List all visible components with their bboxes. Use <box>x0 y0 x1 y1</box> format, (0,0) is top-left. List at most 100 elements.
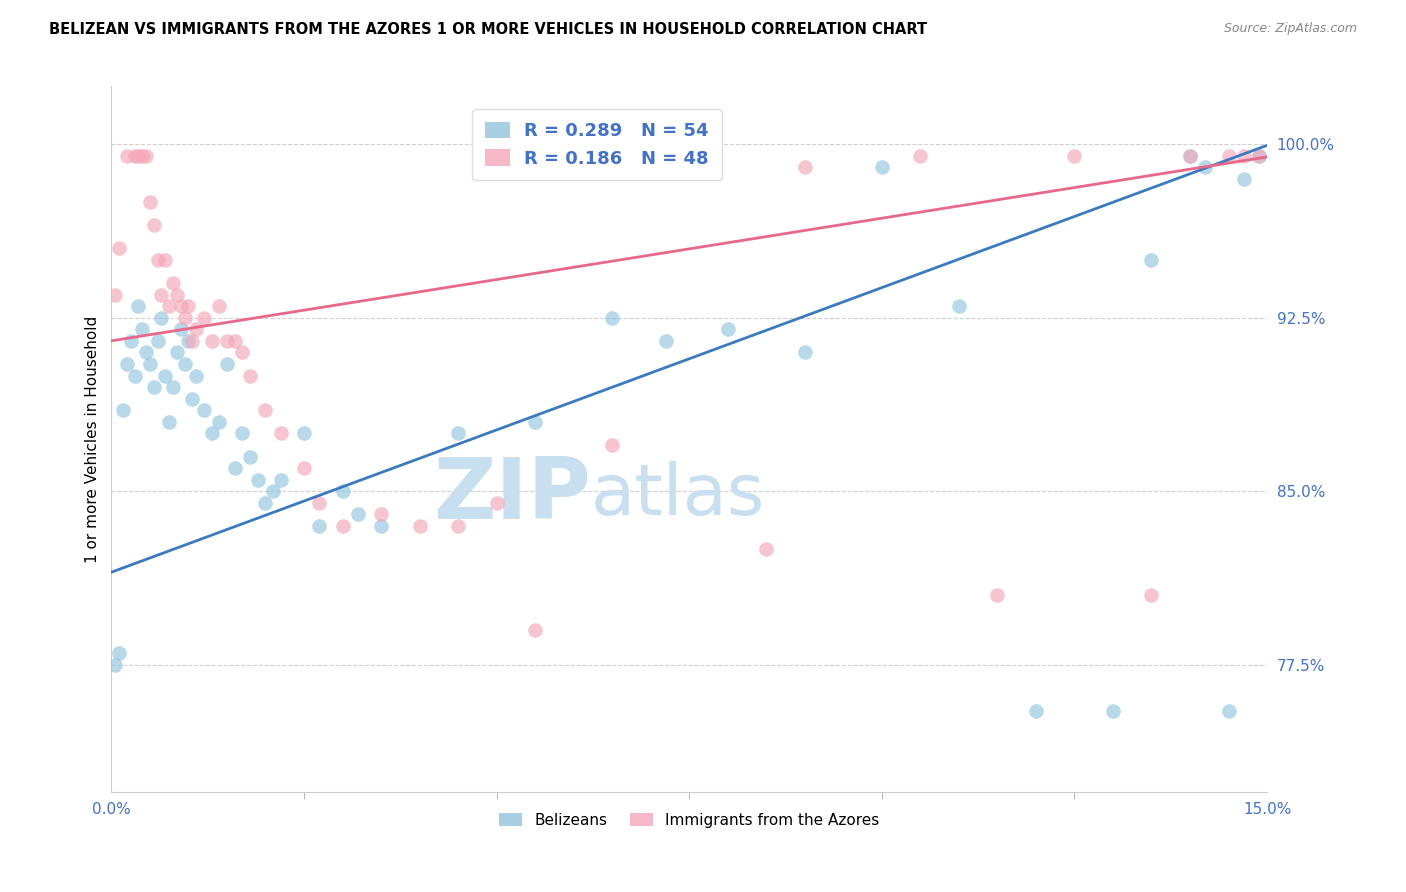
Point <box>254 496 277 510</box>
Point <box>1218 149 1240 163</box>
Text: BELIZEAN VS IMMIGRANTS FROM THE AZORES 1 OR MORE VEHICLES IN HOUSEHOLD CORRELATI: BELIZEAN VS IMMIGRANTS FROM THE AZORES 1… <box>49 22 928 37</box>
Point <box>231 345 253 359</box>
Point <box>131 322 153 336</box>
Point <box>986 588 1008 602</box>
Point <box>186 322 208 336</box>
Point <box>224 334 246 348</box>
Point <box>1218 704 1240 718</box>
Point <box>146 252 169 267</box>
Point <box>166 345 188 359</box>
Point <box>262 484 284 499</box>
Text: Source: ZipAtlas.com: Source: ZipAtlas.com <box>1223 22 1357 36</box>
Point <box>131 149 153 163</box>
Point <box>186 368 208 383</box>
Point <box>1178 149 1201 163</box>
Point <box>370 519 392 533</box>
Point <box>173 357 195 371</box>
Point <box>1102 704 1125 718</box>
Point <box>208 415 231 429</box>
Point <box>447 426 470 441</box>
Point <box>755 542 778 557</box>
Point <box>181 334 204 348</box>
Point <box>224 461 246 475</box>
Point <box>408 519 430 533</box>
Point <box>246 473 269 487</box>
Point <box>166 287 188 301</box>
Point <box>200 426 222 441</box>
Point <box>139 194 162 209</box>
Point <box>104 657 127 672</box>
Point <box>177 299 200 313</box>
Point <box>193 310 215 325</box>
Point <box>292 426 315 441</box>
Point <box>870 161 893 175</box>
Point <box>142 218 165 232</box>
Y-axis label: 1 or more Vehicles in Household: 1 or more Vehicles in Household <box>86 316 100 563</box>
Point <box>108 646 131 660</box>
Point <box>162 380 184 394</box>
Point <box>655 334 678 348</box>
Point <box>1140 252 1163 267</box>
Point <box>1249 149 1271 163</box>
Point <box>1194 161 1216 175</box>
Point <box>142 380 165 394</box>
Point <box>150 310 173 325</box>
Point <box>215 334 238 348</box>
Point <box>120 334 142 348</box>
Point <box>104 287 127 301</box>
Point <box>115 357 138 371</box>
Point <box>208 299 231 313</box>
Point <box>370 508 392 522</box>
Point <box>524 623 547 637</box>
Point <box>1025 704 1047 718</box>
Point <box>239 368 262 383</box>
Point <box>793 161 815 175</box>
Legend: Belizeans, Immigrants from the Azores: Belizeans, Immigrants from the Azores <box>494 806 886 834</box>
Point <box>135 149 157 163</box>
Point <box>1178 149 1201 163</box>
Text: ZIP: ZIP <box>433 454 591 537</box>
Point <box>1233 149 1256 163</box>
Point <box>155 252 177 267</box>
Point <box>115 149 138 163</box>
Point <box>173 310 195 325</box>
Point <box>270 426 292 441</box>
Point <box>181 392 204 406</box>
Point <box>170 322 193 336</box>
Point <box>124 149 146 163</box>
Point <box>193 403 215 417</box>
Point <box>127 149 149 163</box>
Point <box>155 368 177 383</box>
Point <box>485 496 508 510</box>
Point <box>157 299 180 313</box>
Point <box>600 438 623 452</box>
Point <box>200 334 222 348</box>
Point <box>239 450 262 464</box>
Point <box>215 357 238 371</box>
Point <box>1063 149 1085 163</box>
Point <box>135 345 157 359</box>
Point <box>948 299 970 313</box>
Point <box>231 426 253 441</box>
Point <box>793 345 815 359</box>
Point <box>1233 172 1256 186</box>
Point <box>347 508 370 522</box>
Point <box>170 299 193 313</box>
Point <box>332 519 354 533</box>
Point <box>146 334 169 348</box>
Point <box>139 357 162 371</box>
Point <box>124 368 146 383</box>
Point <box>600 310 623 325</box>
Point <box>332 484 354 499</box>
Point <box>108 241 131 255</box>
Point <box>254 403 277 417</box>
Point <box>447 519 470 533</box>
Point <box>177 334 200 348</box>
Point <box>524 415 547 429</box>
Point <box>308 496 330 510</box>
Point <box>717 322 740 336</box>
Point <box>292 461 315 475</box>
Point <box>308 519 330 533</box>
Point <box>111 403 134 417</box>
Point <box>162 276 184 290</box>
